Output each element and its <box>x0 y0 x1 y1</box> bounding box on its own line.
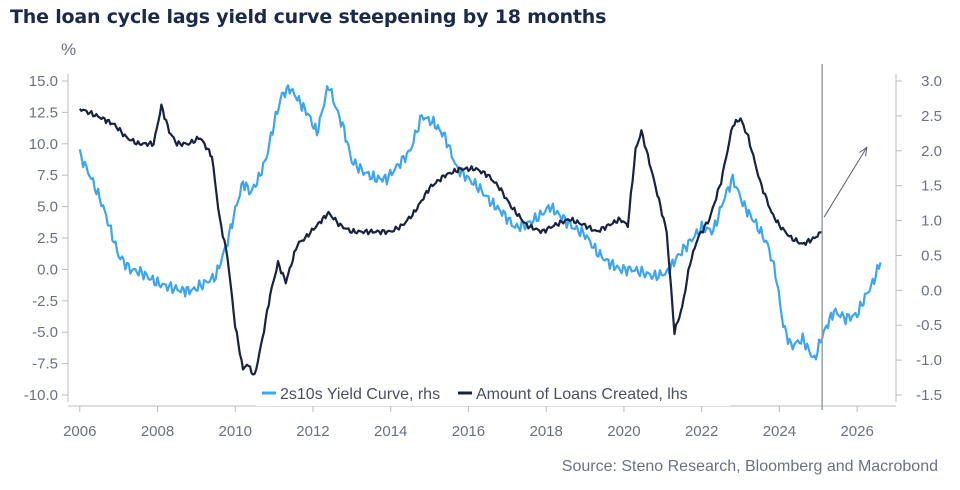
left-axis-tick-label: 15.0 <box>29 73 58 90</box>
x-axis-tick-label: 2016 <box>452 423 485 440</box>
right-axis-tick-label: 2.0 <box>921 143 942 160</box>
x-axis-tick-label: 2014 <box>374 423 407 440</box>
right-axis-tick-label: 0.0 <box>921 282 942 299</box>
legend-label-loans: Amount of Loans Created, lhs <box>476 386 688 403</box>
chart-title: The loan cycle lags yield curve steepeni… <box>10 6 607 28</box>
x-axis-tick-label: 2026 <box>840 423 873 440</box>
left-axis-tick-label: -5.0 <box>32 324 58 341</box>
right-axis-tick-label: 3.0 <box>921 73 942 90</box>
axes: 15.0 12.5 10.0 7.5 5.0 2.5 0.0 -2.5 -5.0 -7.5 -10.… <box>24 73 942 440</box>
right-axis-tick-label: -0.5 <box>916 317 942 334</box>
annotations <box>821 64 868 410</box>
right-axis-tick-label: -1.0 <box>916 352 942 369</box>
right-axis-tick-label: 1.0 <box>921 213 942 230</box>
right-axis-tick-label: 2.5 <box>921 108 942 125</box>
right-axis-tick-label: 0.5 <box>921 247 942 264</box>
x-axis-tick-label: 2006 <box>63 423 96 440</box>
legend-background <box>256 380 730 406</box>
x-axis-tick-label: 2018 <box>530 423 563 440</box>
legend: 2s10s Yield Curve, rhs Amount of Loans Cr… <box>256 380 730 406</box>
x-axis-tick-label: 2012 <box>296 423 329 440</box>
trend-arrow-shaft <box>823 147 868 218</box>
legend-label-yield-curve: 2s10s Yield Curve, rhs <box>280 386 440 403</box>
left-axis-tick-label: 2.5 <box>37 230 58 247</box>
left-axis-tick-label: 10.0 <box>29 136 58 153</box>
left-axis-tick-label: -10.0 <box>24 387 58 404</box>
x-axis-tick-label: 2008 <box>141 423 174 440</box>
left-axis-tick-label: 12.5 <box>29 104 58 121</box>
left-axis-tick-label: 5.0 <box>37 199 58 216</box>
series-lines <box>78 84 882 376</box>
left-axis-tick-label: 7.5 <box>37 167 58 184</box>
series-line-loans <box>78 103 823 376</box>
left-axis-unit-label: % <box>61 40 77 59</box>
x-axis-tick-label: 2020 <box>607 423 640 440</box>
left-axis-tick-label: 0.0 <box>37 261 58 278</box>
series-line-yield-curve <box>78 84 882 361</box>
x-axis-tick-label: 2022 <box>685 423 718 440</box>
trend-arrow-head <box>859 146 868 157</box>
source-note: Source: Steno Research, Bloomberg and Ma… <box>561 458 938 475</box>
right-axis-tick-label: -1.5 <box>916 387 942 404</box>
x-axis-tick-label: 2024 <box>763 423 796 440</box>
x-axis-tick-label: 2010 <box>219 423 252 440</box>
left-axis-tick-label: -7.5 <box>32 356 58 373</box>
right-axis-tick-label: 1.5 <box>921 178 942 195</box>
left-axis-tick-label: -2.5 <box>32 293 58 310</box>
